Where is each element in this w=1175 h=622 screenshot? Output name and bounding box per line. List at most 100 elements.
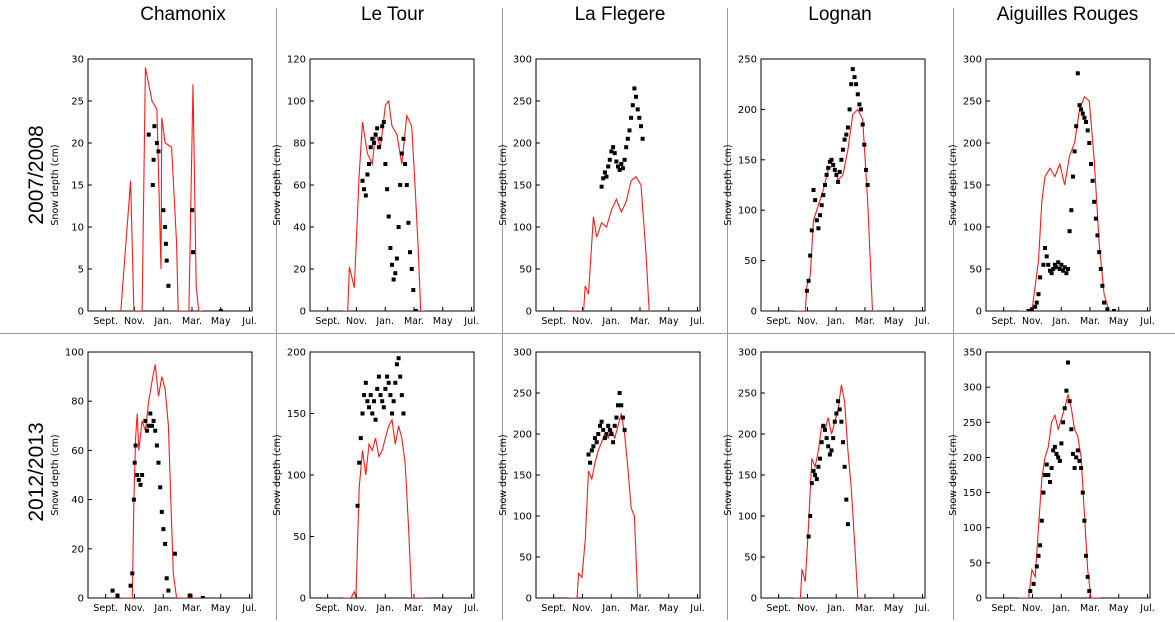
y-tick-label: 300 xyxy=(513,55,532,66)
x-tick-label: Nov. xyxy=(572,316,593,327)
y-tick-label: 100 xyxy=(287,471,306,482)
plot-area xyxy=(1018,71,1118,311)
model-line xyxy=(568,175,651,311)
y-tick-label: 0 xyxy=(78,594,84,605)
obs-point xyxy=(844,132,849,137)
obs-point xyxy=(166,588,171,593)
obs-point xyxy=(1064,271,1069,276)
y-tick-label: 100 xyxy=(963,523,982,534)
plot-frame xyxy=(985,351,1151,599)
y-axis-label: Snow depth (cm) xyxy=(948,144,959,225)
y-tick-label: 350 xyxy=(963,348,982,359)
obs-point xyxy=(1064,388,1069,393)
obs-point xyxy=(1066,267,1070,271)
obs-point xyxy=(399,151,404,156)
obs-point xyxy=(187,593,192,598)
obs-point xyxy=(813,473,818,477)
x-tick-label: Mar. xyxy=(404,316,424,327)
obs-point xyxy=(378,136,383,141)
obs-point xyxy=(1059,262,1064,267)
obs-point xyxy=(612,423,617,428)
obs-point xyxy=(837,169,842,174)
obs-point xyxy=(588,460,593,465)
obs-point xyxy=(388,246,393,250)
obs-point xyxy=(607,427,612,432)
obs-point xyxy=(1044,254,1049,259)
y-tick-label: 250 xyxy=(513,97,532,108)
x-tick-label: Jul. xyxy=(689,603,704,614)
obs-point xyxy=(1100,283,1105,288)
chart-panel-chamonix-2012: 0 20 40 60 80 100 Sept. Nov. Jan. Mar. May Jul. Snow… xyxy=(50,348,257,615)
obs-point xyxy=(860,122,865,127)
x-tick-label: Jul. xyxy=(463,603,478,614)
obs-point xyxy=(375,126,380,131)
obs-point xyxy=(602,170,607,175)
obs-point xyxy=(617,391,622,395)
obs-point xyxy=(1056,260,1061,265)
x-tick-label: May xyxy=(433,316,453,327)
obs-point xyxy=(1057,458,1062,463)
y-tick-label: 0 xyxy=(526,307,532,318)
y-tick-label: 20 xyxy=(293,265,306,276)
y-tick-label: 10 xyxy=(71,223,84,234)
obs-point xyxy=(827,452,832,457)
x-tick-label: Nov. xyxy=(572,603,593,614)
column-title-aiguilles-rouges: Aiguilles Rouges xyxy=(996,4,1139,25)
obs-point xyxy=(152,124,157,129)
plot-frame xyxy=(535,351,701,599)
obs-point xyxy=(401,136,406,141)
obs-point xyxy=(624,145,629,150)
y-tick-label: 20 xyxy=(71,139,84,150)
x-tick-label: Jul. xyxy=(463,316,478,327)
y-tick-label: 0 xyxy=(526,594,532,605)
obs-point xyxy=(596,432,601,436)
x-tick-label: Nov. xyxy=(1022,316,1043,327)
obs-point xyxy=(1077,458,1082,463)
y-tick-label: 30 xyxy=(71,55,84,66)
obs-point xyxy=(1095,233,1100,238)
obs-point xyxy=(634,94,638,99)
y-tick-label: 200 xyxy=(963,139,982,150)
obs-point xyxy=(831,162,836,167)
obs-point xyxy=(849,82,854,87)
x-tick-label: Jan. xyxy=(601,603,620,614)
obs-point xyxy=(1056,455,1061,460)
y-axis-label: Snow depth (cm) xyxy=(272,144,283,225)
obs-point xyxy=(606,423,611,428)
obs-point xyxy=(403,162,408,166)
x-tick-label: May xyxy=(659,603,679,614)
obs-point xyxy=(616,164,620,169)
model-line xyxy=(120,67,203,311)
obs-point xyxy=(1082,115,1087,120)
x-tick-label: Jan. xyxy=(1051,603,1070,614)
obs-point xyxy=(1062,406,1067,411)
obs-point xyxy=(1034,300,1039,305)
plot-frame xyxy=(309,58,475,312)
x-tick-label: Mar. xyxy=(404,603,424,614)
obs-point xyxy=(158,485,163,490)
y-tick-label: 50 xyxy=(744,256,757,267)
obs-point xyxy=(850,67,855,72)
obs-point xyxy=(601,427,606,432)
y-tick-label: 60 xyxy=(71,446,84,457)
chart-panel-lognan-2012: 0 50 100 150 200 250 300 Sept. Nov. Jan. Mar. May Ju… xyxy=(723,348,930,615)
obs-point xyxy=(172,551,177,556)
obs-point xyxy=(620,415,625,420)
obs-point xyxy=(143,418,148,423)
obs-point xyxy=(396,225,401,229)
y-axis-label: Snow depth (cm) xyxy=(948,434,959,515)
model-line xyxy=(793,108,876,311)
obs-point xyxy=(1074,455,1079,460)
obs-point xyxy=(368,393,373,398)
obs-point xyxy=(1043,246,1047,250)
obs-point xyxy=(1048,480,1052,484)
obs-point xyxy=(1034,564,1039,569)
obs-point xyxy=(1105,307,1110,311)
obs-point xyxy=(836,399,841,404)
plot-area xyxy=(1018,360,1101,598)
obs-point xyxy=(131,497,136,502)
obs-point xyxy=(393,271,398,276)
obs-point xyxy=(376,374,381,379)
obs-point xyxy=(154,443,159,448)
y-tick-label: 50 xyxy=(969,265,982,276)
